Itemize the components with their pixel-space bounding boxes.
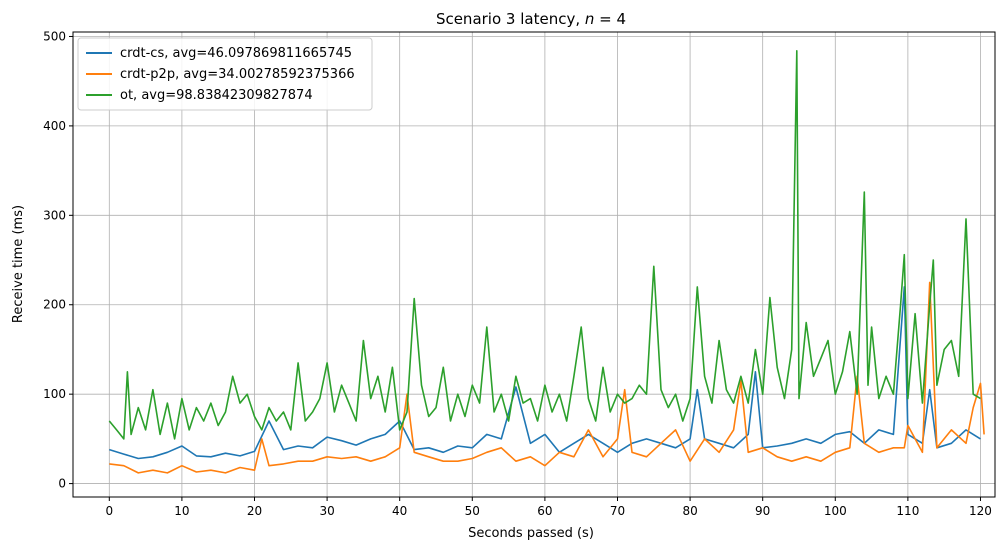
- x-tick-label: 20: [247, 504, 262, 518]
- y-tick-label: 100: [43, 387, 66, 401]
- x-axis-ticks: 0 10 20 30 40 50 60 70 80 90 100 110 120: [105, 497, 992, 518]
- legend-label-ot: ot, avg=98.83842309827874: [120, 88, 313, 103]
- x-tick-label: 80: [682, 504, 697, 518]
- x-tick-label: 100: [824, 504, 847, 518]
- y-tick-label: 500: [43, 29, 66, 43]
- y-axis-label: Receive time (ms): [11, 205, 26, 323]
- legend-label-crdt-p2p: crdt-p2p, avg=34.00278592375366: [120, 67, 355, 82]
- x-tick-label: 0: [105, 504, 113, 518]
- x-tick-label: 50: [465, 504, 480, 518]
- x-tick-label: 60: [537, 504, 552, 518]
- y-tick-label: 0: [58, 477, 66, 491]
- legend-label-crdt-cs: crdt-cs, avg=46.097869811665745: [120, 46, 352, 61]
- x-tick-label: 10: [174, 504, 189, 518]
- y-axis-ticks: 0 100 200 300 400 500: [43, 29, 73, 491]
- x-tick-label: 110: [896, 504, 919, 518]
- series-line-crdt-p2p: [109, 281, 985, 474]
- y-tick-label: 300: [43, 208, 66, 222]
- y-tick-label: 200: [43, 298, 66, 312]
- x-tick-label: 30: [319, 504, 334, 518]
- x-tick-label: 70: [610, 504, 625, 518]
- plot-lines: [108, 49, 985, 474]
- legend-box: [77, 37, 373, 111]
- series-line-ot: [108, 49, 981, 440]
- chart-title: Scenario 3 latency, n = 4: [436, 10, 626, 28]
- x-tick-label: 40: [392, 504, 407, 518]
- legend: crdt-cs, avg=46.097869811665745 crdt-p2p…: [77, 37, 373, 111]
- x-axis-label: Seconds passed (s): [468, 526, 594, 541]
- series-line-crdt-cs: [109, 286, 981, 460]
- x-tick-label: 90: [755, 504, 770, 518]
- x-tick-label: 120: [969, 504, 992, 518]
- plot-frame: [72, 31, 996, 498]
- y-tick-label: 400: [43, 119, 66, 133]
